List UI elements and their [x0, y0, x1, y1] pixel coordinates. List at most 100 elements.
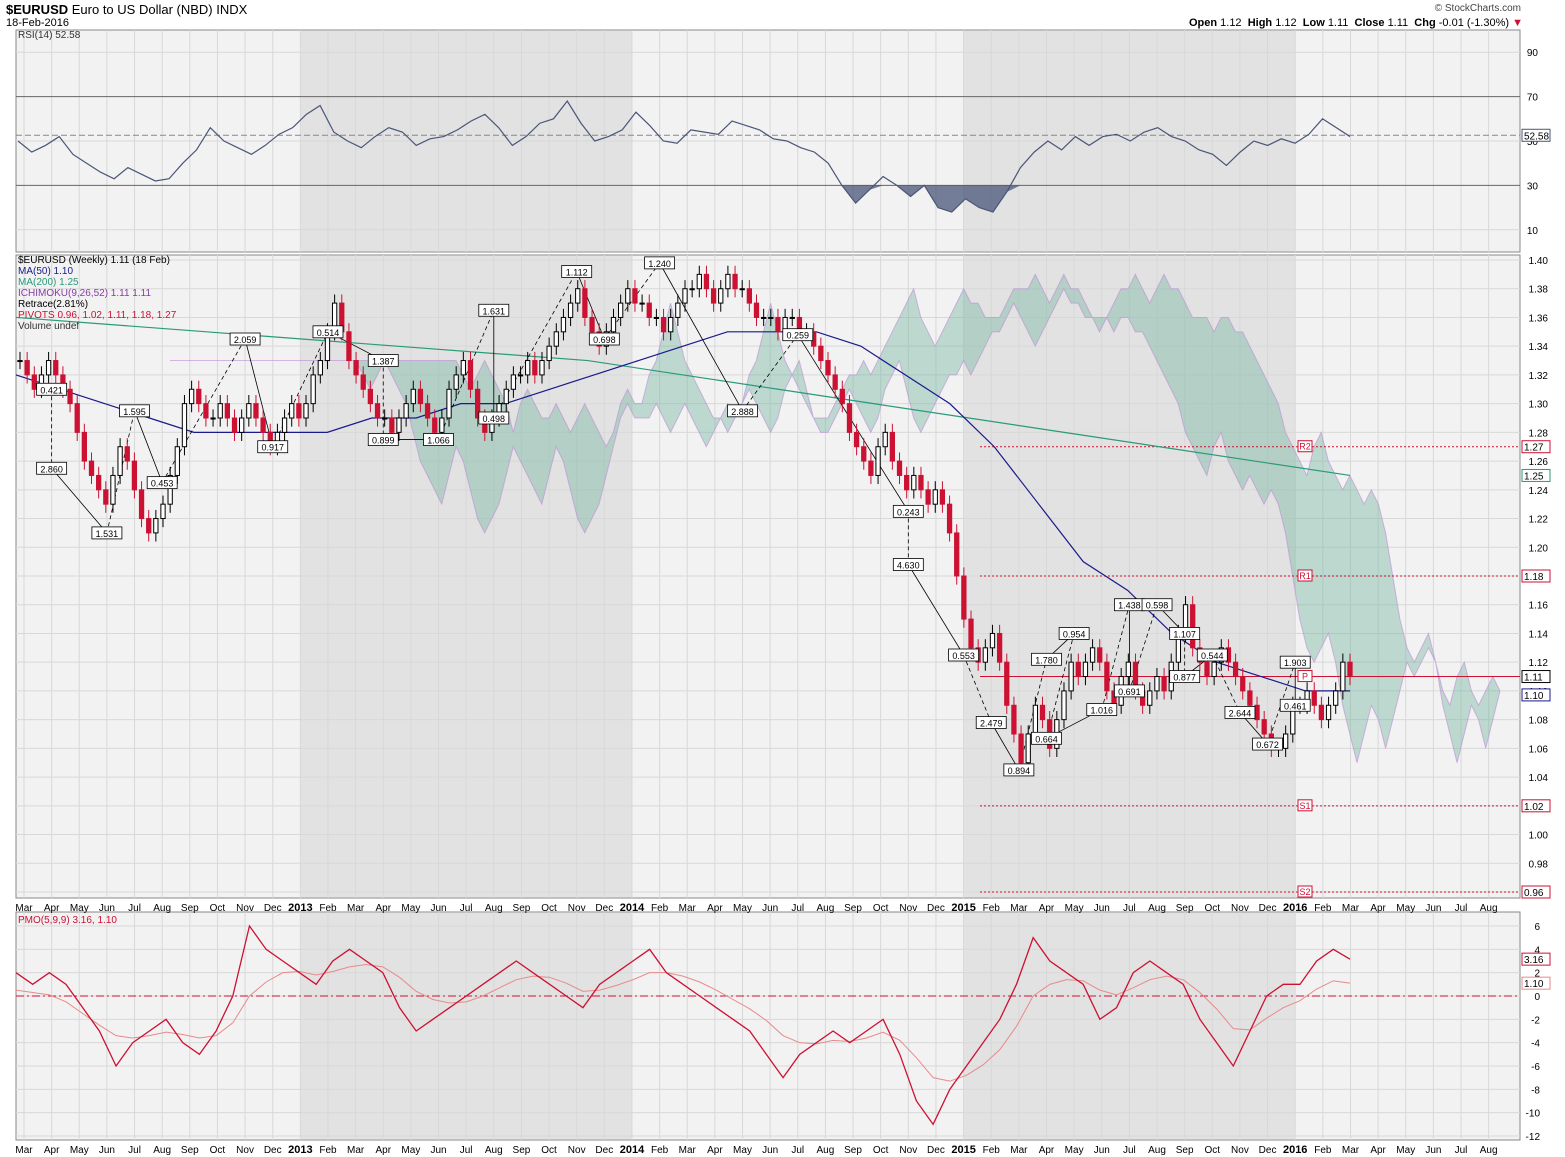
zigzag-label: 0.672: [1256, 740, 1279, 750]
candle: [217, 403, 223, 419]
zigzag-label-box: [91, 526, 123, 540]
candle: [81, 431, 87, 462]
y-tick-label: 1.34: [1529, 342, 1549, 353]
zigzag-label: 1.531: [96, 529, 119, 539]
candle: [539, 360, 545, 376]
pmo-value-tag-box: [1521, 952, 1551, 966]
x-tick-label: Sep: [513, 1145, 531, 1156]
y-tick-label: 1.38: [1529, 285, 1549, 296]
ohlc-readout: Open 1.12 High 1.12 Low 1.11 Close 1.11 …: [1189, 17, 1523, 29]
zigzag-label: 0.498: [483, 414, 506, 424]
chg-label: Chg: [1414, 17, 1436, 29]
candle: [653, 316, 660, 319]
candle: [918, 474, 924, 491]
zigzag-label: 0.664: [1035, 734, 1058, 744]
x-tick-label: Jun: [762, 903, 778, 914]
candle: [146, 518, 152, 534]
candle: [367, 388, 374, 405]
candle: [1104, 661, 1110, 692]
candle: [1032, 704, 1039, 735]
zigzag-label: 1.107: [1173, 629, 1196, 639]
close-value-tag-box: [1521, 670, 1551, 684]
x-tick-label: Feb: [319, 1145, 337, 1156]
candle: [53, 360, 59, 376]
candle: [439, 417, 445, 433]
symbol: $EURUSD: [6, 2, 69, 17]
zigzag-label: 0.917: [261, 443, 284, 453]
x-tick-label: Sep: [844, 1145, 862, 1156]
candle: [474, 388, 481, 419]
zigzag-line: [797, 334, 909, 512]
x-tick-label: Sep: [1176, 1145, 1194, 1156]
candle: [253, 403, 259, 419]
candle: [1161, 676, 1167, 692]
candle: [1261, 719, 1267, 735]
candle: [417, 388, 424, 405]
candle: [882, 431, 888, 448]
x-tick-label: Aug: [153, 1145, 171, 1156]
pivot-tag-box: [1297, 569, 1313, 582]
x-tick-label: Dec: [1259, 903, 1277, 914]
zigzag-label: 1.066: [427, 436, 450, 446]
candle: [160, 503, 166, 520]
candle: [389, 417, 395, 433]
x-tick-label: Dec: [264, 1145, 282, 1156]
candle: [732, 273, 738, 290]
y-tick-label: 1.32: [1529, 371, 1549, 382]
candle: [446, 388, 452, 419]
candle: [853, 431, 860, 448]
candle: [360, 374, 366, 390]
candle: [532, 360, 538, 376]
x-tick-label: Mar: [15, 903, 33, 914]
candle: [382, 417, 388, 420]
zigzag-label-box: [1196, 648, 1228, 662]
zigzag-label: 0.421: [40, 385, 63, 395]
x-tick-label: Sep: [181, 903, 199, 914]
x-tick-label: 2015: [951, 902, 975, 914]
candle: [1018, 733, 1024, 764]
y-tick-label: 1.08: [1529, 716, 1549, 727]
x-tick-label: Jun: [1425, 1145, 1441, 1156]
candle: [310, 374, 316, 405]
zigzag-label-box: [1114, 684, 1145, 698]
candle: [889, 431, 896, 462]
x-tick-label: Feb: [651, 1145, 669, 1156]
x-tick-label: Jun: [762, 1145, 778, 1156]
zigzag-label: 0.877: [1173, 673, 1196, 683]
x-tick-label: Oct: [210, 1145, 226, 1156]
candle: [1097, 647, 1103, 663]
candle: [467, 360, 474, 390]
x-tick-label: Dec: [595, 903, 613, 914]
chart-title: $EURUSD Euro to US Dollar (NBD) INDX: [6, 2, 247, 17]
candle: [410, 388, 416, 405]
x-tick-label: Dec: [264, 903, 282, 914]
low-label: Low: [1302, 17, 1325, 29]
candle: [1061, 690, 1067, 721]
x-tick-label: Dec: [595, 1145, 613, 1156]
x-tick-label: Feb: [1314, 903, 1332, 914]
close-label: Close: [1354, 17, 1385, 29]
candle: [45, 360, 52, 376]
candle: [289, 403, 295, 419]
zigzag-label-box: [1086, 703, 1118, 716]
pmo-tick-label: -6: [1531, 1062, 1540, 1073]
y-tick-label: 1.04: [1529, 773, 1549, 784]
zigzag-label-box: [1169, 627, 1201, 640]
x-tick-label: Apr: [1039, 1145, 1055, 1156]
ma50-line: [15, 331, 1350, 692]
candle: [103, 489, 109, 505]
candle: [575, 288, 581, 304]
zigzag-label-box: [588, 332, 620, 346]
s2-value-tag-box: [1521, 885, 1551, 899]
x-tick-label: Mar: [1010, 903, 1028, 914]
candle: [1254, 704, 1260, 721]
low-value: 1.11: [1327, 17, 1349, 29]
x-tick-label: Feb: [319, 903, 337, 914]
stockcharts-credit: © StockCharts.com: [1434, 3, 1521, 14]
x-tick-label: Jul: [1123, 903, 1136, 914]
zigzag-label-box: [478, 303, 510, 317]
x-tick-label: Feb: [1314, 1145, 1332, 1156]
x-tick-label: May: [401, 903, 420, 914]
candle: [989, 632, 996, 649]
candle: [210, 417, 216, 420]
